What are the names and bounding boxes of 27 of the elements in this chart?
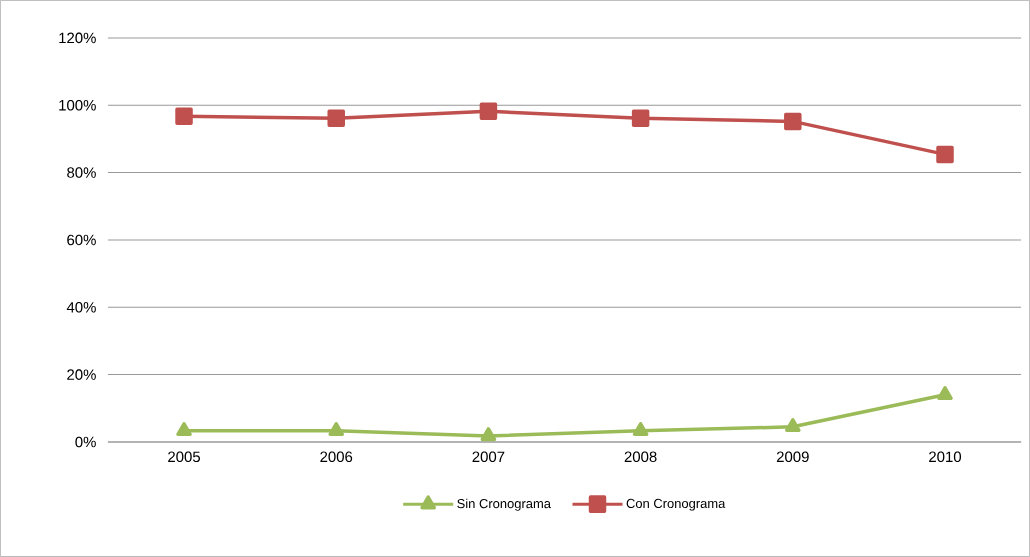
point bbox=[175, 107, 193, 126]
legend-label: Con Cronograma bbox=[626, 498, 726, 511]
point bbox=[327, 109, 345, 128]
x-tick-label: 2007 bbox=[472, 451, 505, 463]
y-tick-label: 100% bbox=[59, 99, 96, 111]
legend-label: Sin Cronograma bbox=[457, 498, 551, 511]
y-tick-label: 40% bbox=[66, 302, 96, 313]
x-tick-label: 2006 bbox=[320, 451, 353, 463]
point bbox=[176, 422, 192, 437]
y-tick-label: 60% bbox=[67, 234, 96, 246]
point bbox=[480, 427, 497, 442]
point bbox=[784, 112, 802, 131]
y-tick-label: 120% bbox=[59, 32, 96, 44]
point bbox=[632, 422, 649, 437]
x-tick-label: 2009 bbox=[776, 451, 809, 463]
x-tick-label: 2005 bbox=[168, 451, 201, 463]
point bbox=[479, 102, 498, 121]
point bbox=[937, 386, 953, 401]
point bbox=[936, 145, 954, 164]
x-tick-label: 2008 bbox=[624, 451, 657, 463]
point bbox=[631, 109, 650, 128]
y-tick-label: 80% bbox=[67, 167, 96, 178]
y-tick-label: 20% bbox=[67, 369, 96, 380]
point bbox=[328, 422, 345, 437]
point bbox=[784, 418, 801, 433]
y-tick-label: 0% bbox=[75, 436, 96, 448]
x-tick-label: 2010 bbox=[929, 451, 962, 463]
